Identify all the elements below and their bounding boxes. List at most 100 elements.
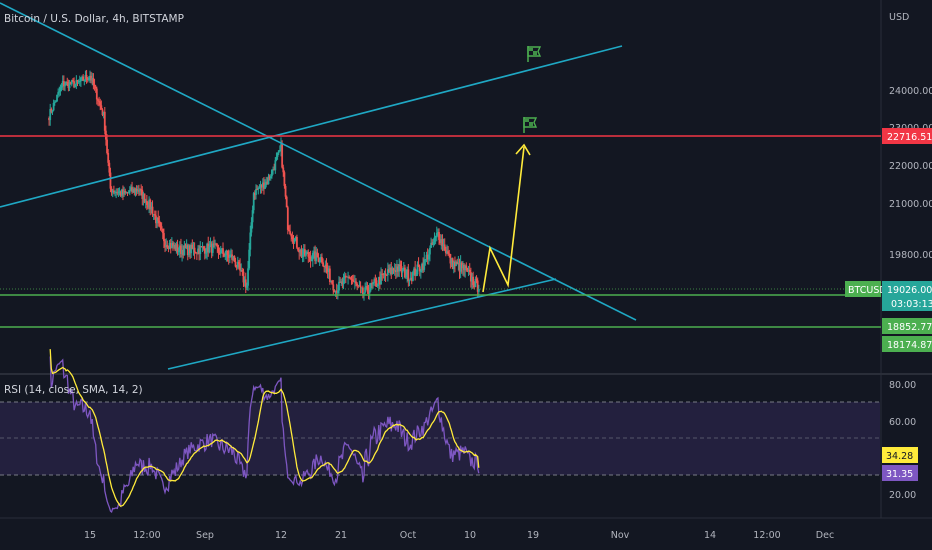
candle-body (462, 264, 464, 269)
candle (133, 187, 136, 196)
candle-body (220, 248, 223, 250)
candle (275, 152, 278, 162)
candle (211, 240, 214, 257)
candle (367, 284, 370, 300)
candle-body (192, 247, 195, 250)
candle (455, 260, 457, 267)
candle (372, 281, 374, 289)
candle (353, 275, 356, 289)
candle-body (369, 283, 372, 291)
candle (419, 268, 422, 279)
rsi-tick: 20.00 (889, 490, 916, 501)
candle (444, 246, 447, 257)
candle-body (142, 193, 145, 199)
candle-body (52, 102, 55, 111)
target-flag-icon[interactable] (527, 46, 542, 62)
candle (442, 238, 445, 251)
candle-body (169, 243, 172, 248)
rsi-signal-tag: 34.28 (882, 447, 918, 463)
svg-text:18174.87: 18174.87 (887, 340, 932, 351)
candlestick-series[interactable] (48, 69, 480, 301)
candle (248, 243, 251, 271)
candle (399, 260, 402, 271)
rising-channel-line[interactable] (0, 45, 623, 208)
candle-body (276, 153, 279, 157)
candle (126, 191, 129, 196)
candle-body (277, 150, 280, 154)
candle-body (288, 229, 290, 232)
candle-body (119, 191, 122, 196)
candle (288, 225, 290, 232)
candle (473, 281, 476, 290)
candle (242, 268, 245, 287)
candle-body (224, 255, 227, 257)
candle (123, 186, 126, 197)
candle-body (278, 150, 281, 152)
candle-body (235, 266, 238, 268)
candle-body (177, 251, 180, 253)
candle (151, 200, 154, 217)
candle (441, 234, 444, 252)
candle-body (275, 156, 278, 161)
candle (429, 245, 431, 262)
time-axis[interactable]: 15 12:00 Sep 12 21 Oct 10 19 Nov 14 12:0… (84, 530, 834, 541)
candle-body (53, 102, 56, 104)
candle-body (358, 285, 361, 287)
candle (358, 280, 361, 287)
drawings[interactable] (0, 2, 881, 370)
candle-body (334, 290, 337, 293)
candle-body (407, 269, 410, 281)
target-flag-icon[interactable] (523, 117, 538, 133)
candle (423, 251, 426, 272)
rsi-axis[interactable]: 80.00 60.00 20.00 34.28 31.35 (882, 380, 918, 501)
candle-body (292, 239, 295, 243)
rsi-line[interactable] (49, 356, 480, 513)
ascending-support-trendline[interactable] (167, 278, 557, 370)
candle (300, 245, 303, 258)
candle-body (477, 289, 480, 292)
candle (194, 251, 197, 254)
candle (427, 249, 430, 265)
candle (86, 77, 89, 83)
candle-body (456, 261, 459, 264)
main-pane[interactable] (0, 0, 880, 372)
time-label: 14 (704, 530, 716, 541)
candle-body (410, 277, 413, 282)
candle (199, 241, 202, 261)
candle-body (296, 237, 298, 248)
candle-body (159, 223, 162, 227)
candle-body (444, 250, 447, 254)
candle-body (109, 172, 112, 189)
candle-body (250, 222, 253, 233)
candle-body (328, 268, 331, 282)
candle (158, 215, 161, 228)
descending-trendline[interactable] (0, 2, 637, 321)
candle (457, 255, 460, 271)
candle (339, 277, 342, 283)
candle (175, 241, 178, 254)
projection-path[interactable] (482, 146, 525, 293)
candle-body (303, 249, 306, 256)
rsi-signal-line[interactable] (49, 349, 480, 507)
candle-body (62, 81, 65, 87)
candle-body (266, 181, 269, 185)
candle (360, 287, 363, 294)
candle-body (60, 85, 63, 88)
candle (238, 259, 240, 270)
candle (206, 242, 209, 260)
candle-body (225, 250, 228, 256)
candle (351, 274, 354, 285)
candle-body (173, 245, 176, 247)
candle (156, 217, 158, 229)
candle-body (143, 193, 146, 203)
price-axis[interactable]: 24000.00 23000.00 22000.00 21000.00 1980… (889, 86, 932, 261)
candle (290, 233, 293, 242)
candle (209, 237, 212, 248)
candle-body (185, 245, 188, 249)
candle (92, 73, 95, 90)
candle-body (385, 274, 388, 276)
candle-body (298, 250, 301, 253)
candle (69, 81, 72, 85)
candle-body (280, 144, 282, 151)
